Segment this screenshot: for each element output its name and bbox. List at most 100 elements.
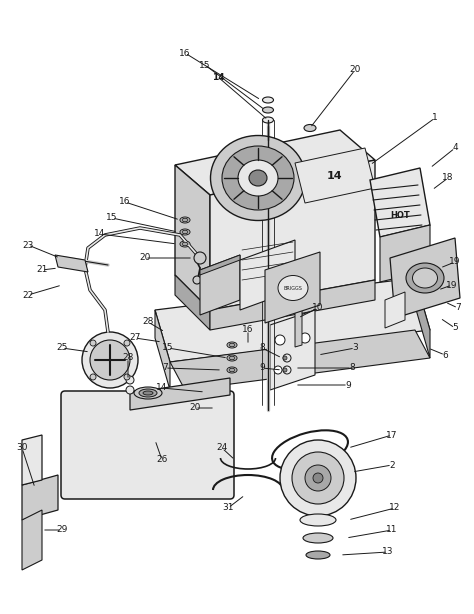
Circle shape: [194, 252, 206, 264]
Polygon shape: [200, 255, 240, 315]
Text: 16: 16: [179, 49, 191, 58]
Circle shape: [90, 340, 130, 380]
Polygon shape: [22, 435, 42, 485]
Text: 20: 20: [189, 403, 201, 413]
Text: 14: 14: [212, 72, 224, 82]
Polygon shape: [55, 255, 88, 272]
Circle shape: [283, 354, 291, 362]
Text: 2: 2: [389, 460, 395, 470]
Text: 6: 6: [442, 351, 448, 360]
Ellipse shape: [412, 268, 438, 288]
Ellipse shape: [229, 368, 235, 371]
Text: 14: 14: [327, 171, 343, 181]
Text: 23: 23: [22, 241, 34, 249]
Text: 9: 9: [345, 381, 351, 389]
Circle shape: [90, 374, 96, 380]
Circle shape: [126, 376, 134, 384]
Text: 31: 31: [222, 503, 234, 513]
Ellipse shape: [249, 170, 267, 186]
Ellipse shape: [180, 229, 190, 235]
Polygon shape: [210, 280, 375, 330]
Circle shape: [275, 335, 285, 345]
Text: 19: 19: [449, 257, 461, 266]
Text: 16: 16: [242, 325, 254, 335]
Polygon shape: [22, 475, 58, 520]
Text: 25: 25: [56, 343, 68, 352]
Circle shape: [124, 340, 130, 346]
Polygon shape: [210, 160, 375, 310]
Ellipse shape: [227, 342, 237, 348]
Ellipse shape: [180, 217, 190, 223]
Text: 21: 21: [36, 265, 48, 274]
Text: 7: 7: [455, 303, 461, 313]
Circle shape: [90, 340, 96, 346]
Text: 7: 7: [162, 363, 168, 373]
Ellipse shape: [304, 125, 316, 131]
Text: 18: 18: [442, 174, 454, 182]
Text: 16: 16: [119, 198, 131, 206]
Polygon shape: [370, 168, 430, 237]
Ellipse shape: [180, 241, 190, 247]
Text: 15: 15: [106, 214, 118, 222]
Ellipse shape: [182, 230, 188, 234]
Ellipse shape: [229, 356, 235, 360]
Circle shape: [283, 356, 287, 360]
Polygon shape: [240, 240, 295, 310]
Text: 10: 10: [312, 303, 324, 313]
Text: 20: 20: [349, 66, 361, 74]
Circle shape: [283, 366, 291, 374]
Polygon shape: [390, 238, 460, 318]
Text: 20: 20: [139, 254, 151, 263]
Ellipse shape: [263, 97, 273, 103]
Circle shape: [300, 333, 310, 343]
Ellipse shape: [139, 389, 157, 397]
Polygon shape: [22, 510, 42, 570]
Polygon shape: [175, 165, 210, 310]
Ellipse shape: [263, 107, 273, 113]
Ellipse shape: [182, 218, 188, 222]
Text: 15: 15: [199, 61, 211, 69]
Ellipse shape: [278, 276, 308, 300]
Text: 13: 13: [382, 548, 394, 556]
Polygon shape: [170, 330, 430, 390]
Polygon shape: [295, 308, 302, 347]
Text: 11: 11: [386, 526, 398, 535]
Ellipse shape: [303, 533, 333, 543]
Polygon shape: [265, 252, 320, 323]
Ellipse shape: [182, 243, 188, 246]
Polygon shape: [175, 275, 210, 330]
Polygon shape: [155, 310, 170, 390]
Circle shape: [283, 368, 287, 372]
Text: 9: 9: [259, 363, 265, 373]
Ellipse shape: [406, 263, 444, 293]
Text: 24: 24: [216, 443, 228, 453]
Circle shape: [274, 366, 282, 374]
Ellipse shape: [143, 391, 153, 395]
Text: 28: 28: [142, 317, 154, 327]
Circle shape: [313, 473, 323, 483]
Text: 19: 19: [446, 281, 458, 289]
Text: 26: 26: [156, 456, 168, 465]
Polygon shape: [155, 278, 430, 362]
Polygon shape: [270, 310, 315, 390]
Text: 17: 17: [386, 430, 398, 440]
Text: 5: 5: [452, 324, 458, 333]
Text: HOT: HOT: [390, 211, 410, 219]
Ellipse shape: [222, 146, 294, 210]
Text: 22: 22: [22, 290, 34, 300]
Circle shape: [124, 374, 130, 380]
Polygon shape: [415, 278, 430, 358]
Circle shape: [305, 465, 331, 491]
Text: 14: 14: [94, 230, 106, 238]
Circle shape: [292, 452, 344, 504]
Ellipse shape: [263, 117, 273, 123]
Text: BRIGGS: BRIGGS: [283, 286, 302, 290]
Ellipse shape: [306, 551, 330, 559]
Ellipse shape: [229, 343, 235, 347]
Text: 8: 8: [349, 363, 355, 373]
Text: 30: 30: [16, 443, 28, 453]
Circle shape: [280, 440, 356, 516]
FancyBboxPatch shape: [61, 391, 234, 499]
Polygon shape: [295, 148, 375, 203]
Polygon shape: [200, 255, 240, 275]
